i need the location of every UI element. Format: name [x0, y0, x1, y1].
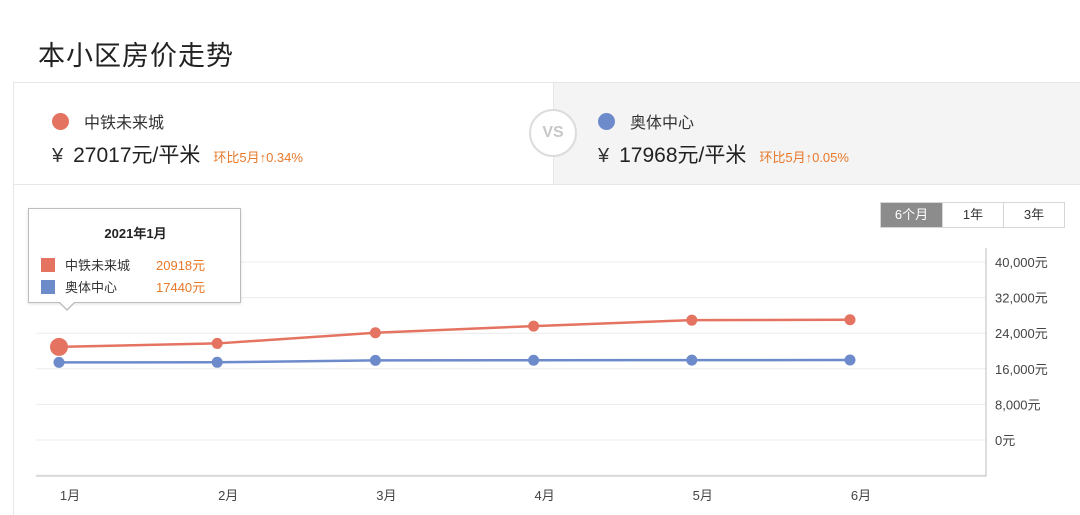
tooltip-title: 2021年1月: [104, 226, 167, 241]
tooltip-pointer-fill: [59, 301, 75, 309]
primary-month-change: 环比5月↑0.34%: [213, 150, 303, 165]
tooltip-value-primary: 20918元: [156, 258, 206, 273]
x-tick-label: 5月: [693, 488, 713, 503]
tooltip-value-compare: 17440元: [156, 280, 206, 295]
y-tick-label: 0元: [995, 433, 1015, 448]
compare-month-change: 环比5月↑0.05%: [759, 150, 849, 165]
chart-tooltip: 2021年1月 中铁未来城 20918元 奥体中心 17440元: [28, 208, 241, 303]
y-tick-label: 40,000元: [995, 255, 1048, 270]
y-tick-label: 32,000元: [995, 291, 1048, 306]
series-point: [686, 314, 698, 326]
chart-panel: [13, 185, 1080, 515]
compare-estate-name: 奥体中心: [630, 115, 695, 132]
primary-price: 27017元/平米: [73, 144, 201, 167]
series-point: [686, 354, 698, 366]
estate-card-compare[interactable]: 奥体中心 ¥ 17968元/平米 环比5月↑0.05%: [553, 83, 1080, 184]
comparison-bar: 中铁未来城 ¥ 27017元/平米 环比5月↑0.34% 奥体中心 ¥ 1796…: [13, 82, 1080, 185]
series-point: [528, 354, 540, 366]
y-tick-label: 24,000元: [995, 326, 1048, 341]
compare-currency-symbol: ¥: [598, 145, 610, 167]
x-tick-label: 3月: [376, 488, 396, 503]
range-tabs: 6个月 1年 3年: [880, 202, 1065, 228]
series-point: [369, 327, 381, 339]
tab-3-years[interactable]: 3年: [1003, 203, 1064, 227]
x-tick-label: 4月: [534, 488, 554, 503]
series-point: [50, 337, 68, 356]
series-point: [369, 354, 381, 366]
tab-1-year[interactable]: 1年: [942, 203, 1003, 227]
tooltip-name-compare: 奥体中心: [65, 280, 118, 295]
estate-card-primary[interactable]: 中铁未来城 ¥ 27017元/平米 环比5月↑0.34%: [14, 83, 553, 184]
primary-color-dot: [52, 112, 69, 130]
vs-badge: VS: [529, 109, 577, 157]
primary-estate-name: 中铁未来城: [84, 115, 165, 132]
series-point: [53, 356, 65, 368]
x-tick-label: 2月: [218, 488, 238, 503]
page-title: 本小区房价走势: [38, 41, 234, 71]
y-tick-label: 16,000元: [995, 362, 1048, 377]
series-line: [58, 318, 851, 349]
y-tick-label: 8,000元: [995, 397, 1041, 412]
tooltip-row-compare: 奥体中心 17440元: [41, 277, 205, 296]
tooltip-swatch-compare: [41, 279, 55, 294]
series-point: [528, 320, 540, 332]
compare-price: 17968元/平米: [619, 144, 747, 167]
tab-6-months[interactable]: 6个月: [881, 203, 942, 227]
x-tick-label: 6月: [851, 488, 871, 503]
series-point: [844, 314, 856, 326]
series-line: [58, 358, 851, 364]
series-point: [211, 356, 223, 368]
primary-currency-symbol: ¥: [52, 145, 64, 167]
tooltip-row-primary: 中铁未来城 20918元: [41, 255, 205, 274]
tooltip-swatch-primary: [41, 257, 55, 272]
compare-color-dot: [598, 112, 615, 130]
series-point: [844, 354, 856, 366]
tooltip-name-primary: 中铁未来城: [65, 258, 131, 273]
series-point: [211, 337, 223, 349]
x-tick-label: 1月: [60, 488, 80, 503]
